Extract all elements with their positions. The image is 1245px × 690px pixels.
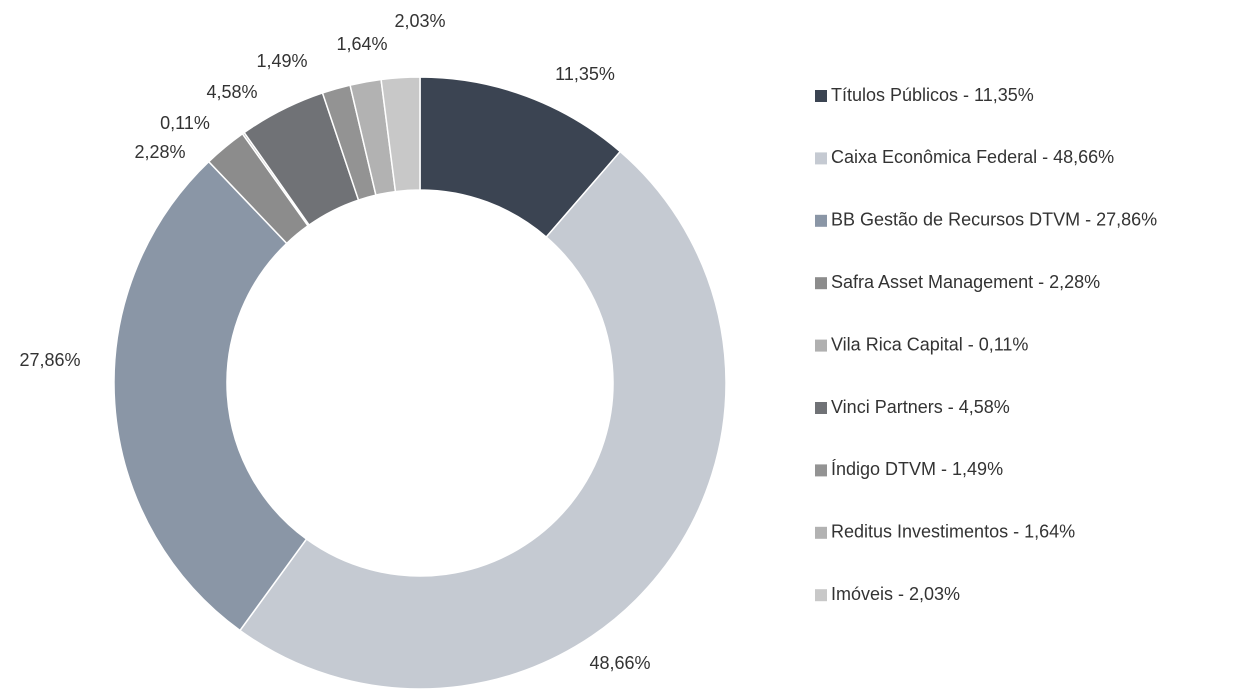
data-label: 4,58%	[206, 82, 257, 102]
legend-label: Índigo DTVM - 1,49%	[831, 459, 1003, 479]
data-label: 27,86%	[19, 350, 80, 370]
data-label: 11,35%	[555, 64, 615, 84]
legend-swatch	[815, 464, 827, 477]
data-label: 0,11%	[160, 113, 210, 133]
donut-slice	[380, 76, 421, 193]
data-label: 2,28%	[134, 142, 185, 162]
data-label: 2,03%	[394, 11, 445, 31]
legend-swatch	[815, 90, 827, 102]
data-label: 48,66%	[589, 653, 650, 673]
legend-swatch	[815, 339, 827, 352]
legend-label: Caixa Econômica Federal - 48,66%	[831, 147, 1114, 167]
legend-label: Imóveis - 2,03%	[831, 584, 960, 604]
legend-label: BB Gestão de Recursos DTVM - 27,86%	[831, 210, 1157, 230]
legend-swatch	[815, 526, 827, 539]
legend-swatch	[815, 589, 827, 602]
legend-swatch	[815, 277, 827, 290]
data-label: 1,49%	[256, 51, 307, 71]
legend-label: Reditus Investimentos - 1,64%	[831, 522, 1075, 542]
donut-slice	[113, 160, 308, 632]
legend-swatch	[815, 152, 827, 165]
legend-label: Vinci Partners - 4,58%	[831, 397, 1010, 417]
legend-label: Safra Asset Management - 2,28%	[831, 272, 1100, 292]
data-label: 1,64%	[336, 34, 387, 54]
legend-swatch	[815, 214, 827, 227]
legend-swatch	[815, 402, 827, 414]
legend-label: Vila Rica Capital - 0,11%	[831, 334, 1028, 354]
legend-label: Títulos Públicos - 11,35%	[831, 85, 1034, 105]
donut-slice	[238, 150, 727, 690]
